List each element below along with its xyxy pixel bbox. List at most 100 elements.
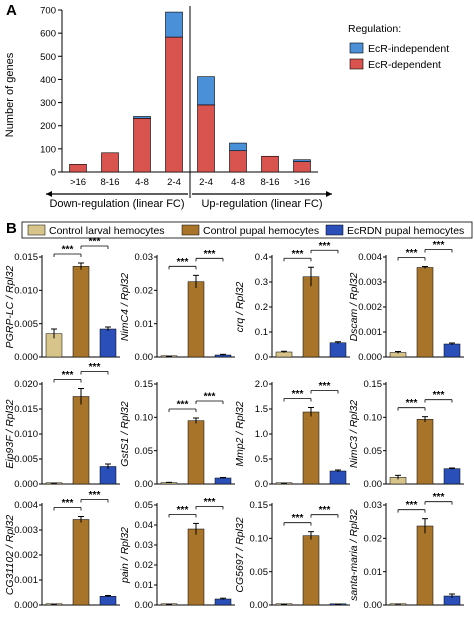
bar xyxy=(416,525,434,606)
bar xyxy=(187,281,205,358)
y-tick-label: 0.01 xyxy=(135,580,154,591)
x-tick-label: 2-4 xyxy=(167,177,181,188)
bar xyxy=(99,466,117,485)
sig-bracket-left-stars: *** xyxy=(177,400,189,411)
y-tick-label: 0.004 xyxy=(358,252,382,263)
y-tick-label: 0.10 xyxy=(250,534,269,545)
y-tick-label: 200 xyxy=(40,121,56,132)
bar xyxy=(99,328,117,358)
bar xyxy=(416,419,434,485)
y-tick-label: 0.001 xyxy=(358,327,382,338)
legend-label: EcR-dependent xyxy=(368,59,441,71)
y-tick-label: 2.0 xyxy=(255,379,268,390)
y-tick-label: 0.05 xyxy=(135,500,154,511)
legend-swatch xyxy=(349,42,364,54)
panel-b-charts: 0.000 0.005 0.010 0.015 PGRP-LC / Rpl32 *** **… xyxy=(4,237,464,611)
bar xyxy=(72,396,90,485)
y-tick-label: 0.001 xyxy=(14,575,38,586)
bar xyxy=(187,420,205,485)
y-tick-label: 0.5 xyxy=(255,454,268,465)
bar xyxy=(302,535,320,606)
y-tick-label: 0.00 xyxy=(135,479,154,490)
panel-a-chart: 0 100 200 300 400 500 600 700 >16 8-16 4-8 2-4 2-4 4-… xyxy=(40,6,332,210)
subplot-3: 0.000 0.001 0.002 0.003 0.004 Dscam / Rpl32 **… xyxy=(348,240,464,363)
y-tick-label: 0.002 xyxy=(358,302,382,313)
y-tick-label: 700 xyxy=(40,6,56,17)
y-tick-label: 0.10 xyxy=(135,413,154,424)
bar-independent xyxy=(293,159,311,162)
y-tick-label: 1.5 xyxy=(255,404,268,415)
sig-bracket-right-stars: *** xyxy=(204,497,216,508)
sig-bracket-left-stars: *** xyxy=(406,398,418,409)
sig-bracket-right-stars: *** xyxy=(89,362,101,373)
bar-independent xyxy=(229,142,247,152)
y-tick-label: 0.05 xyxy=(135,446,154,457)
bar xyxy=(302,411,320,485)
subplot-5: 0.00 0.05 0.10 0.15 GstS1 / Rpl32 *** *** xyxy=(119,379,235,490)
y-tick-label: 0.01 xyxy=(135,319,154,330)
y-tick-label: 0.05 xyxy=(364,446,383,457)
sig-bracket-left-stars: *** xyxy=(62,498,74,509)
y-tick-label: 0.05 xyxy=(250,567,269,578)
y-tick-label: 0.2 xyxy=(255,302,268,313)
legend-swatch xyxy=(325,224,344,236)
subplot-7: 0.00 0.05 0.10 0.15 NimC3 / Rpl32 *** *** xyxy=(348,379,464,490)
bar xyxy=(329,342,347,358)
y-tick-label: 0.01 xyxy=(364,567,383,578)
panel-a-letter: A xyxy=(6,2,17,19)
panel-a-ylabel: Number of genes xyxy=(4,52,16,137)
bar-dependent xyxy=(101,152,119,173)
y-tick-label: 0.002 xyxy=(14,550,38,561)
bar xyxy=(99,596,117,606)
panel-b-legend: Control larval hemocytes Control pupal he… xyxy=(21,221,473,239)
y-tick-label: 0.000 xyxy=(358,352,382,363)
y-tick-label: 0.015 xyxy=(14,252,38,263)
y-tick-label: 1.0 xyxy=(255,429,268,440)
legend-label: EcR-independent xyxy=(368,43,449,55)
y-tick-label: 0.4 xyxy=(255,252,268,263)
legend-box xyxy=(21,221,473,239)
bar xyxy=(443,468,461,485)
y-axis-label: NimC4 / Rpl32 xyxy=(119,273,131,341)
sig-bracket-right-stars: *** xyxy=(319,241,331,252)
sig-bracket-right-stars: *** xyxy=(89,490,101,501)
bar-dependent xyxy=(165,36,183,173)
y-tick-label: 0 xyxy=(51,168,56,179)
y-tick-label: 0.04 xyxy=(135,520,154,531)
bar-dependent xyxy=(69,164,87,173)
y-tick-label: 100 xyxy=(40,144,56,155)
legend-label: Control larval hemocytes xyxy=(49,225,165,237)
subplot-8: 0.000 0.001 0.002 0.003 0.004 CG31102 / Rpl32… xyxy=(4,490,120,611)
y-tick-label: 0.000 xyxy=(14,352,38,363)
y-tick-label: 0.005 xyxy=(14,319,38,330)
y-tick-label: 0.15 xyxy=(364,379,383,390)
panel-a-legend: EcR-independent EcR-dependent xyxy=(349,42,449,71)
y-tick-label: 0.00 xyxy=(135,600,154,611)
y-tick-label: 0.003 xyxy=(14,525,38,536)
y-tick-label: 0.0 xyxy=(255,352,268,363)
sig-bracket-left-stars: *** xyxy=(177,257,189,268)
bar xyxy=(187,528,205,606)
legend-swatch xyxy=(27,224,46,236)
y-tick-label: 0.10 xyxy=(364,413,383,424)
sig-bracket-left-stars: *** xyxy=(406,248,418,259)
y-tick-label: 0.15 xyxy=(250,500,269,511)
bar-dependent xyxy=(197,104,215,173)
y-tick-label: 600 xyxy=(40,29,56,40)
sig-bracket-right-stars: *** xyxy=(319,381,331,392)
subplot-9: 0.00 0.01 0.02 0.03 0.04 0.05 pain / Rpl32 *** *… xyxy=(119,497,235,611)
y-tick-label: 0.15 xyxy=(135,379,154,390)
subplot-0: 0.000 0.005 0.010 0.015 PGRP-LC / Rpl32 *** **… xyxy=(4,237,120,363)
y-axis-label: GstS1 / Rpl32 xyxy=(119,401,131,467)
sig-bracket-left-stars: *** xyxy=(292,249,304,260)
panel-b-letter: B xyxy=(6,220,17,237)
y-tick-label: 0.010 xyxy=(14,286,38,297)
bar-independent xyxy=(165,11,183,38)
y-tick-label: 0.000 xyxy=(14,479,38,490)
sig-bracket-right-stars: *** xyxy=(204,249,216,260)
bar xyxy=(214,598,232,606)
y-tick-label: 0.00 xyxy=(364,479,383,490)
sig-bracket-left-stars: *** xyxy=(292,513,304,524)
x-tick-label: >16 xyxy=(294,177,310,188)
